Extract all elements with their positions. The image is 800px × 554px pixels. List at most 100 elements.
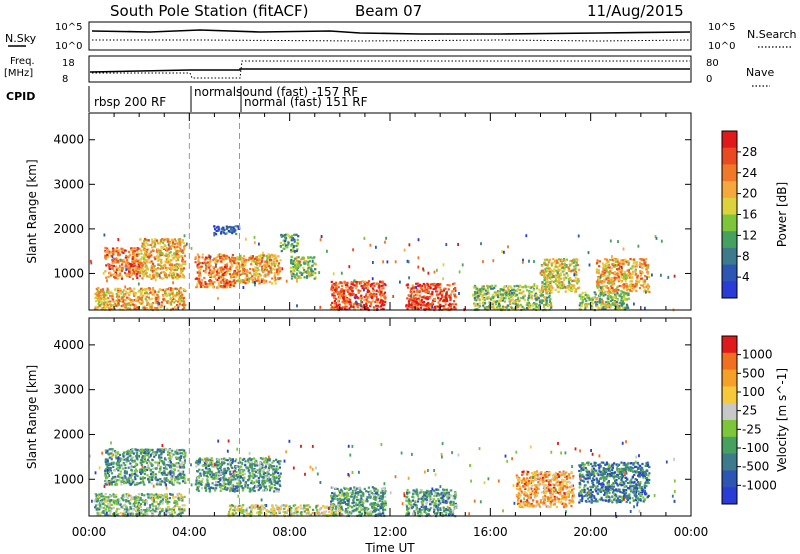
data-cell bbox=[350, 282, 353, 286]
data-cell bbox=[150, 482, 153, 485]
data-cell bbox=[340, 287, 344, 290]
data-cell bbox=[640, 270, 643, 274]
data-cell bbox=[166, 301, 169, 304]
data-cell bbox=[562, 267, 565, 270]
data-cell bbox=[174, 463, 177, 466]
data-cell bbox=[498, 305, 501, 308]
data-cell bbox=[168, 262, 171, 265]
data-cell bbox=[491, 293, 494, 296]
data-cell bbox=[557, 258, 560, 261]
data-cell bbox=[574, 268, 577, 271]
data-cell bbox=[581, 295, 584, 298]
data-cell bbox=[119, 292, 123, 295]
data-cell bbox=[628, 274, 631, 277]
data-cell bbox=[359, 281, 363, 284]
data-cell bbox=[194, 256, 197, 259]
data-cell bbox=[133, 299, 136, 302]
data-cell bbox=[129, 483, 132, 486]
data-cell bbox=[145, 242, 148, 245]
data-cell bbox=[307, 257, 310, 260]
data-cell bbox=[256, 258, 259, 261]
data-cell bbox=[575, 261, 578, 265]
data-cell bbox=[270, 258, 273, 261]
data-cell bbox=[338, 303, 341, 306]
data-cell bbox=[472, 286, 475, 289]
data-cell bbox=[362, 306, 365, 309]
data-cell bbox=[597, 281, 600, 284]
data-cell bbox=[148, 261, 151, 264]
data-cell bbox=[624, 285, 627, 288]
data-cell bbox=[510, 286, 513, 289]
data-cell bbox=[178, 264, 181, 268]
data-cell bbox=[416, 294, 419, 297]
data-cell bbox=[346, 297, 349, 300]
data-cell bbox=[331, 306, 334, 309]
data-cell bbox=[546, 276, 549, 280]
data-cell bbox=[223, 255, 226, 258]
data-cell bbox=[130, 458, 133, 461]
freq-label-2: [MHz] bbox=[4, 68, 33, 79]
data-cell bbox=[525, 234, 528, 238]
data-cell bbox=[420, 296, 423, 299]
data-cell bbox=[622, 294, 626, 297]
data-cell bbox=[225, 257, 228, 260]
data-cell bbox=[177, 452, 181, 456]
data-cell bbox=[420, 286, 423, 290]
data-cell bbox=[182, 274, 185, 278]
data-cell bbox=[292, 269, 295, 272]
data-cell bbox=[126, 291, 129, 295]
data-cell bbox=[453, 306, 456, 309]
data-cell bbox=[185, 242, 188, 246]
data-cell bbox=[182, 267, 186, 270]
data-cell bbox=[113, 273, 116, 276]
data-cell bbox=[174, 248, 177, 251]
data-cell bbox=[148, 288, 151, 291]
data-cell bbox=[107, 252, 110, 255]
data-cell bbox=[623, 297, 626, 300]
data-cell bbox=[530, 290, 533, 294]
data-cell bbox=[228, 471, 231, 475]
data-cell bbox=[130, 448, 133, 452]
data-cell bbox=[160, 472, 163, 475]
data-cell bbox=[158, 471, 161, 474]
data-cell bbox=[143, 240, 146, 243]
data-cell bbox=[264, 280, 267, 283]
data-cell bbox=[290, 258, 293, 262]
data-cell bbox=[646, 272, 650, 275]
data-cell bbox=[310, 269, 313, 272]
data-cell bbox=[148, 298, 151, 301]
data-cell bbox=[124, 290, 127, 293]
data-cell bbox=[152, 276, 155, 279]
data-cell bbox=[254, 261, 258, 264]
data-cell bbox=[140, 287, 143, 290]
data-cell bbox=[108, 470, 111, 474]
data-cell bbox=[518, 299, 521, 302]
data-cell bbox=[505, 306, 508, 309]
data-cell bbox=[546, 296, 549, 299]
data-cell bbox=[617, 267, 620, 270]
data-cell bbox=[600, 303, 603, 306]
data-cell bbox=[364, 294, 368, 298]
data-cell bbox=[170, 287, 172, 291]
data-cell bbox=[380, 308, 383, 311]
data-cell bbox=[516, 298, 520, 301]
data-cell bbox=[103, 301, 106, 304]
data-cell bbox=[437, 301, 440, 304]
data-cell bbox=[164, 478, 167, 481]
data-cell bbox=[126, 456, 129, 459]
data-cell bbox=[617, 289, 620, 292]
data-cell bbox=[432, 299, 435, 302]
data-cell bbox=[231, 274, 234, 278]
data-cell bbox=[290, 250, 293, 254]
data-cell bbox=[156, 300, 159, 303]
data-cell bbox=[264, 260, 267, 263]
data-cell bbox=[133, 262, 136, 265]
data-cell bbox=[355, 300, 357, 304]
data-cell bbox=[612, 279, 616, 282]
data-cell bbox=[127, 477, 130, 480]
nsearch-trace bbox=[92, 39, 691, 42]
data-cell bbox=[164, 291, 167, 294]
data-cell bbox=[234, 257, 237, 260]
data-cell bbox=[108, 464, 111, 467]
data-cell bbox=[530, 297, 533, 300]
